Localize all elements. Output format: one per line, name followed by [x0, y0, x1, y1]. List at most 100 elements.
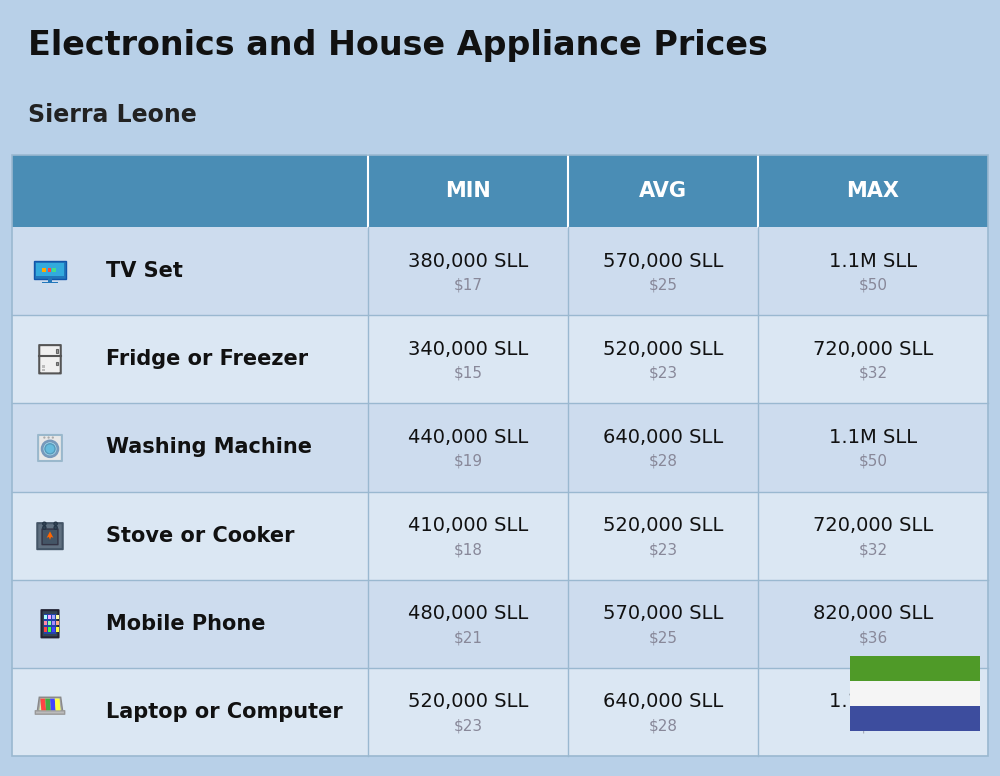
- Text: 1.1M SLL: 1.1M SLL: [829, 251, 917, 271]
- Bar: [52, 622, 55, 625]
- Text: 570,000 SLL: 570,000 SLL: [603, 251, 723, 271]
- Text: 380,000 SLL: 380,000 SLL: [408, 251, 528, 271]
- Text: $15: $15: [454, 365, 482, 381]
- Bar: [48, 268, 51, 272]
- Bar: [52, 615, 55, 619]
- Bar: [42, 282, 58, 283]
- Bar: [48, 628, 51, 632]
- Text: 340,000 SLL: 340,000 SLL: [408, 340, 528, 359]
- Text: TV Set: TV Set: [106, 261, 183, 281]
- Polygon shape: [40, 698, 46, 710]
- Text: $19: $19: [453, 454, 483, 469]
- Text: $28: $28: [648, 454, 678, 469]
- Text: $25: $25: [648, 278, 678, 293]
- Bar: [56, 628, 59, 632]
- Text: Stove or Cooker: Stove or Cooker: [106, 525, 294, 546]
- Text: $18: $18: [454, 542, 482, 557]
- Text: MIN: MIN: [445, 181, 491, 201]
- Circle shape: [54, 526, 57, 529]
- Polygon shape: [50, 698, 56, 710]
- Polygon shape: [37, 698, 63, 712]
- Bar: [36, 262, 64, 276]
- Text: MAX: MAX: [846, 181, 900, 201]
- Text: $23: $23: [453, 719, 483, 733]
- Text: 640,000 SLL: 640,000 SLL: [603, 428, 723, 447]
- Text: $36: $36: [858, 630, 888, 646]
- Circle shape: [43, 526, 46, 529]
- Bar: [44, 615, 47, 619]
- Bar: [42, 268, 46, 272]
- Text: Mobile Phone: Mobile Phone: [106, 614, 266, 634]
- Text: $17: $17: [454, 278, 482, 293]
- Text: AVG: AVG: [639, 181, 687, 201]
- Text: 480,000 SLL: 480,000 SLL: [408, 605, 528, 623]
- Polygon shape: [39, 698, 61, 710]
- Text: $32: $32: [858, 365, 888, 381]
- Text: Laptop or Computer: Laptop or Computer: [106, 702, 343, 722]
- Text: $28: $28: [648, 719, 678, 733]
- Bar: [850, 706, 980, 731]
- Text: 1.1M SLL: 1.1M SLL: [829, 428, 917, 447]
- Bar: [42, 369, 45, 371]
- Text: $21: $21: [454, 630, 482, 646]
- Bar: [12, 227, 988, 315]
- FancyBboxPatch shape: [35, 711, 65, 714]
- Circle shape: [52, 436, 54, 438]
- Bar: [48, 279, 52, 283]
- FancyBboxPatch shape: [39, 345, 61, 373]
- Bar: [44, 628, 47, 632]
- Circle shape: [42, 441, 58, 457]
- Text: 520,000 SLL: 520,000 SLL: [603, 340, 723, 359]
- FancyBboxPatch shape: [41, 610, 59, 637]
- Text: 720,000 SLL: 720,000 SLL: [813, 516, 933, 535]
- Text: Sierra Leone: Sierra Leone: [28, 103, 197, 127]
- Text: 570,000 SLL: 570,000 SLL: [603, 605, 723, 623]
- Bar: [43, 460, 46, 462]
- Text: 410,000 SLL: 410,000 SLL: [408, 516, 528, 535]
- FancyBboxPatch shape: [38, 435, 62, 461]
- Text: 440,000 SLL: 440,000 SLL: [408, 428, 528, 447]
- Bar: [44, 615, 56, 634]
- Polygon shape: [45, 698, 51, 710]
- Bar: [850, 681, 980, 706]
- Bar: [44, 622, 47, 625]
- Circle shape: [43, 436, 45, 438]
- Bar: [54, 460, 57, 462]
- Text: 520,000 SLL: 520,000 SLL: [603, 516, 723, 535]
- Text: $23: $23: [648, 542, 678, 557]
- Bar: [12, 491, 988, 580]
- FancyBboxPatch shape: [37, 523, 63, 549]
- Bar: [12, 155, 988, 227]
- Bar: [56, 615, 59, 619]
- Bar: [12, 315, 988, 404]
- Text: $50: $50: [858, 278, 888, 293]
- Circle shape: [45, 444, 55, 454]
- Bar: [12, 404, 988, 491]
- Bar: [52, 628, 55, 632]
- Bar: [56, 622, 59, 625]
- Bar: [56, 348, 58, 353]
- Text: 520,000 SLL: 520,000 SLL: [408, 692, 528, 712]
- Text: 720,000 SLL: 720,000 SLL: [813, 340, 933, 359]
- Polygon shape: [55, 698, 60, 710]
- Bar: [56, 362, 58, 365]
- Bar: [34, 261, 66, 279]
- Bar: [850, 656, 980, 681]
- Text: Fridge or Freezer: Fridge or Freezer: [106, 349, 308, 369]
- Bar: [42, 365, 45, 368]
- Text: $25: $25: [648, 630, 678, 646]
- Polygon shape: [47, 532, 53, 540]
- Bar: [48, 622, 51, 625]
- FancyBboxPatch shape: [42, 529, 58, 545]
- Text: $32: $32: [858, 542, 888, 557]
- Text: 820,000 SLL: 820,000 SLL: [813, 605, 933, 623]
- Circle shape: [54, 522, 57, 525]
- Circle shape: [47, 436, 50, 438]
- Text: $23: $23: [648, 365, 678, 381]
- Bar: [52, 268, 56, 272]
- Circle shape: [43, 522, 46, 525]
- Bar: [12, 155, 988, 756]
- Text: Electronics and House Appliance Prices: Electronics and House Appliance Prices: [28, 29, 768, 61]
- Text: 640,000 SLL: 640,000 SLL: [603, 692, 723, 712]
- Bar: [12, 580, 988, 668]
